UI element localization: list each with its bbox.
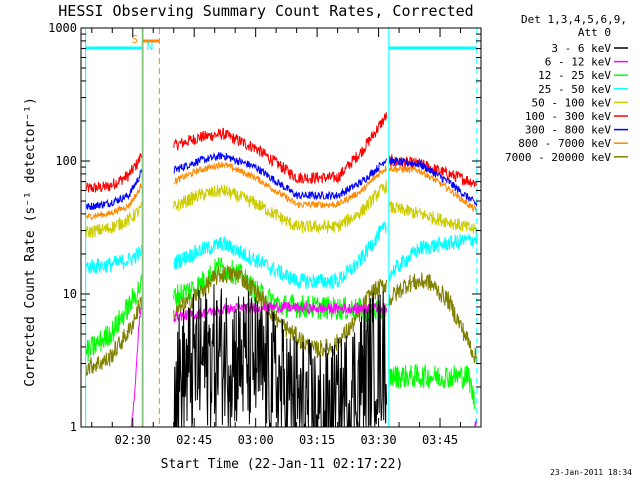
series-layer (85, 112, 478, 429)
series-800-7000-keV-segment-1 (85, 183, 143, 221)
series-50-100-keV-segment-2 (173, 180, 388, 234)
legend-label: 50 - 100 keV (532, 96, 612, 109)
legend-header-line-2: Att 0 (578, 26, 611, 39)
legend-header-line-1: Det 1,3,4,5,6,9, (521, 13, 627, 26)
legend-label: 7000 - 20000 keV (505, 151, 611, 164)
series-800-7000-keV-segment-3 (388, 164, 478, 213)
y-tick-label: 100 (55, 154, 77, 168)
y-tick-label: 10 (63, 287, 77, 301)
legend-label: 6 - 12 keV (545, 56, 612, 69)
plot-frame (80, 27, 482, 428)
series-800-7000-keV-segment-2 (173, 161, 388, 209)
series-6-12-keV-segment-1 (130, 306, 143, 428)
chart-title: HESSI Observing Summary Count Rates, Cor… (58, 2, 473, 20)
flag-label-N: N (147, 40, 154, 53)
series-12-25-keV-segment-3 (388, 363, 475, 410)
series-50-100-keV-segment-3 (388, 201, 478, 236)
overlay-layer: SN (85, 28, 478, 427)
series-300-800-keV-segment-2 (173, 152, 388, 201)
x-axis-label: Start Time (22-Jan-11 02:17:22) (161, 457, 404, 472)
y-axis-label: Corrected Count Rate (s⁻¹ detector⁻¹) (23, 97, 38, 387)
legend-label: 800 - 7000 keV (518, 137, 611, 150)
series-25-50-keV-segment-3 (388, 233, 478, 282)
series-7000-20000-keV-segment-2 (173, 265, 388, 359)
y-tick-label: 1 (70, 420, 77, 434)
footer-date: 23-Jan-2011 18:34 (550, 468, 632, 477)
series-25-50-keV-segment-1 (85, 244, 143, 274)
series-6-12-keV-segment-2 (173, 300, 388, 324)
legend-header: Det 1,3,4,5,6,9, Att 0 (521, 13, 627, 39)
legend-label: 100 - 300 keV (525, 110, 611, 123)
y-axis-label-text: Corrected Count Rate (s⁻¹ detector⁻¹) (23, 97, 38, 387)
x-tick-label: 03:30 (361, 433, 397, 447)
series-100-300-keV-segment-2 (173, 112, 388, 185)
flag-label-S: S (131, 33, 138, 46)
x-tick-label: 03:00 (238, 433, 274, 447)
series-7000-20000-keV-segment-3 (388, 272, 478, 364)
y-tick-label: 1000 (48, 21, 77, 35)
legend-label: 12 - 25 keV (538, 69, 611, 82)
x-tick-label: 03:45 (422, 433, 458, 447)
series-300-800-keV-segment-3 (388, 156, 478, 207)
series-100-300-keV-segment-1 (85, 153, 143, 193)
axes-layer: 1 10 100 1000 02:30 02:45 03:00 03:15 03:30 03:45 (48, 21, 482, 447)
legend-label: 300 - 800 keV (525, 124, 611, 137)
x-tick-label: 02:30 (115, 433, 151, 447)
series-50-100-keV-segment-1 (85, 202, 143, 238)
series-12-25-keV-segment-1 (85, 274, 143, 362)
series-7000-20000-keV-segment-1 (85, 296, 143, 377)
x-tick-label: 02:45 (176, 433, 212, 447)
legend-label: 25 - 50 keV (538, 83, 611, 96)
legend-label: 3 - 6 keV (551, 42, 611, 55)
series-25-50-keV-segment-2 (173, 221, 387, 290)
series-300-800-keV-segment-1 (85, 169, 143, 210)
x-tick-label: 03:15 (299, 433, 335, 447)
